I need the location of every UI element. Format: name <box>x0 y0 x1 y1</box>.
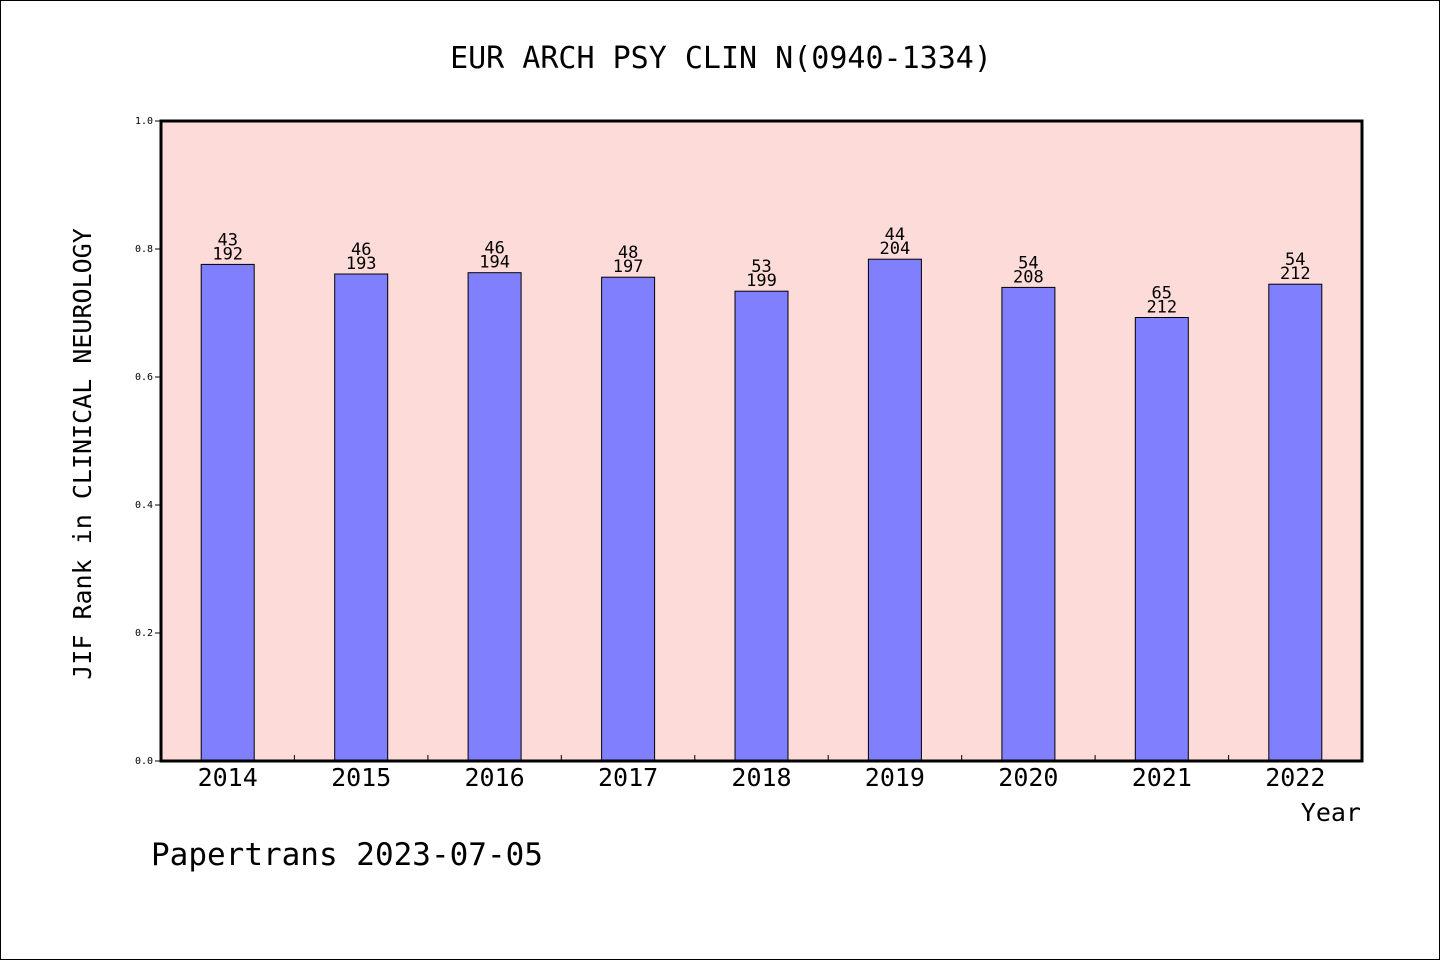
bar-rank-label: 53 <box>751 257 771 277</box>
bar-total-label: 212 <box>1146 298 1177 318</box>
bar-total-label: 204 <box>880 239 911 259</box>
bar-2016 <box>467 272 522 762</box>
x-tick-label: 2021 <box>1132 763 1192 792</box>
y-tick-label: 0.0 <box>135 756 153 767</box>
bar-2021 <box>1134 317 1189 762</box>
bar-rank-label: 43 <box>217 230 237 250</box>
bar-2015 <box>334 273 389 762</box>
y-tick-label: 1.0 <box>135 116 153 127</box>
bar-2018 <box>734 290 789 762</box>
chart-title: EUR ARCH PSY CLIN N(0940-1334) <box>450 41 992 76</box>
bar-total-label: 193 <box>346 254 377 274</box>
bar-2022 <box>1268 283 1323 762</box>
bar-2020 <box>1001 286 1056 762</box>
x-tick-label: 2020 <box>998 763 1058 792</box>
bar-rank-label: 48 <box>618 243 638 263</box>
x-tick-label: 2018 <box>731 763 791 792</box>
y-tick-label: 0.6 <box>135 372 153 383</box>
bar-2019 <box>867 258 922 762</box>
y-axis-ticks: 0.0 0.2 0.4 0.6 0.8 1.0 <box>135 116 161 767</box>
bar-2014 <box>200 263 255 762</box>
x-tick-label: 2016 <box>464 763 524 792</box>
bar-2017 <box>601 276 656 762</box>
y-tick-label: 0.8 <box>135 244 153 255</box>
bars-layer <box>200 258 1323 762</box>
bar-total-label: 212 <box>1280 264 1311 284</box>
bar-total-label: 194 <box>479 253 510 273</box>
bar-total-label: 208 <box>1013 267 1044 287</box>
y-axis-label: JIF Rank in CLINICAL NEUROLOGY <box>68 228 97 680</box>
plot-border <box>159 119 1364 763</box>
bar-rank-label: 54 <box>1285 250 1305 270</box>
y-tick-label: 0.4 <box>135 500 153 511</box>
x-tick-label: 2022 <box>1265 763 1325 792</box>
x-tick-label: 2017 <box>598 763 658 792</box>
bar-rank-label: 65 <box>1152 284 1172 304</box>
bar-rank-label: 54 <box>1018 253 1038 273</box>
bar-total-label: 199 <box>746 271 777 291</box>
bar-rank-label: 46 <box>351 240 371 260</box>
y-tick-label: 0.2 <box>135 628 153 639</box>
x-tick-label: 2015 <box>331 763 391 792</box>
x-tick-label: 2019 <box>865 763 925 792</box>
footer-credit: Papertrans 2023-07-05 <box>151 837 543 873</box>
x-axis-ticks: 2014 2015 2016 2017 2018 2019 2020 2021 2022 <box>198 755 1325 792</box>
bar-rank-label: 44 <box>885 225 905 245</box>
bar-total-label: 197 <box>613 257 644 277</box>
bar-rank-label: 46 <box>484 239 504 259</box>
x-axis-label: Year <box>1301 798 1361 827</box>
x-tick-label: 2014 <box>198 763 258 792</box>
bar-total-label: 192 <box>212 244 243 264</box>
